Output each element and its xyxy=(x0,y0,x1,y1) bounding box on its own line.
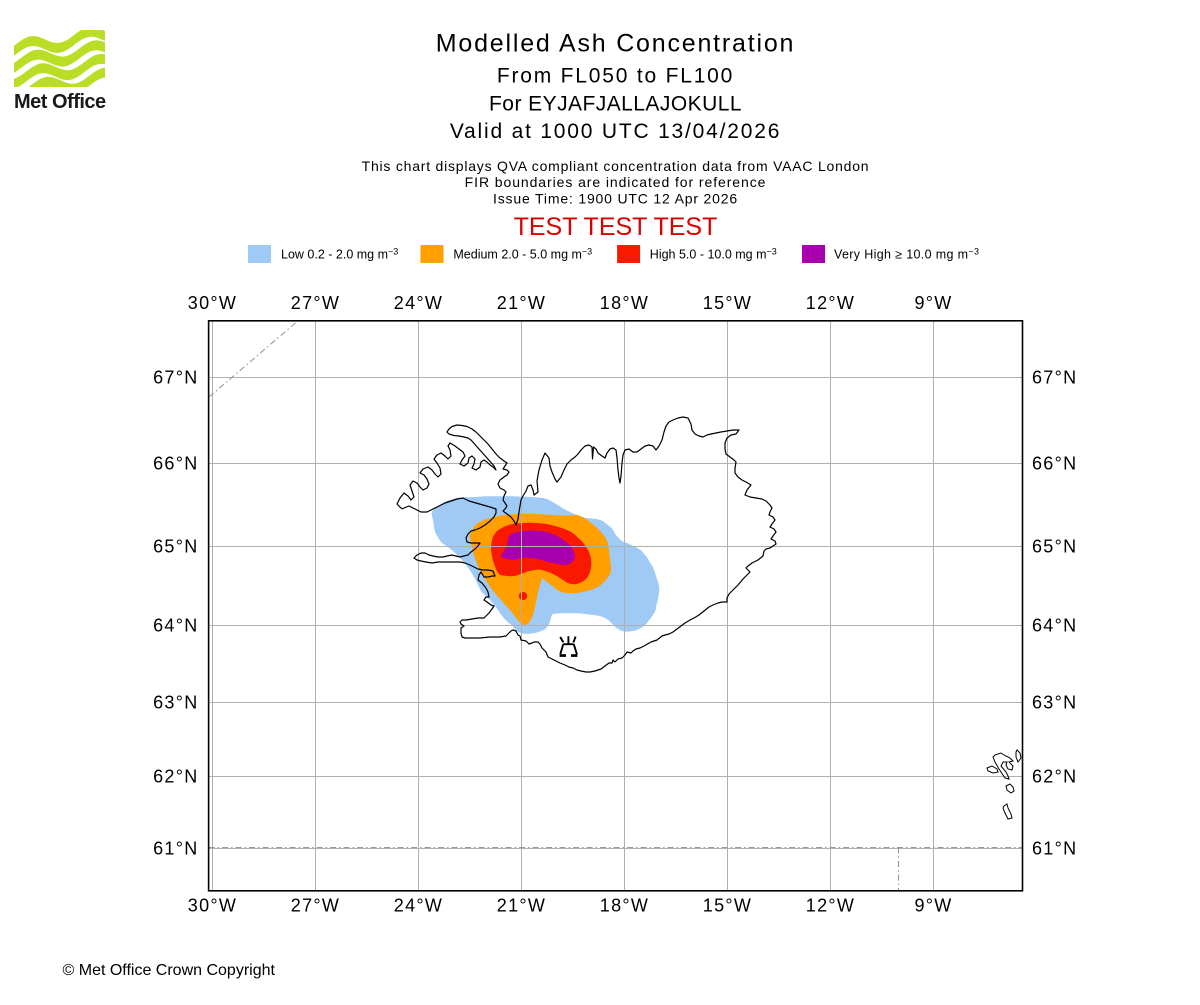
svg-text:30°W: 30°W xyxy=(188,896,237,916)
svg-text:12°W: 12°W xyxy=(806,293,855,313)
svg-text:Low 0.2 - 2.0 mg m−3: Low 0.2 - 2.0 mg m−3 xyxy=(281,247,398,262)
svg-text:63°N: 63°N xyxy=(1032,693,1077,713)
svg-text:15°W: 15°W xyxy=(703,293,752,313)
svg-text:21°W: 21°W xyxy=(497,293,546,313)
svg-text:63°N: 63°N xyxy=(153,693,198,713)
svg-text:Met Office: Met Office xyxy=(14,91,106,113)
svg-text:TEST TEST TEST: TEST TEST TEST xyxy=(514,213,718,241)
svg-text:18°W: 18°W xyxy=(600,293,649,313)
svg-text:This chart displays QVA compli: This chart displays QVA compliant concen… xyxy=(362,158,870,174)
svg-text:67°N: 67°N xyxy=(153,368,198,388)
svg-text:67°N: 67°N xyxy=(1032,368,1077,388)
svg-text:© Met Office Crown Copyright: © Met Office Crown Copyright xyxy=(63,962,276,979)
svg-text:12°W: 12°W xyxy=(806,896,855,916)
svg-text:65°N: 65°N xyxy=(1032,537,1077,557)
svg-text:21°W: 21°W xyxy=(497,896,546,916)
svg-text:65°N: 65°N xyxy=(153,537,198,557)
svg-text:High 5.0 - 10.0 mg m−3: High 5.0 - 10.0 mg m−3 xyxy=(650,247,777,262)
svg-text:9°W: 9°W xyxy=(914,896,952,916)
svg-text:18°W: 18°W xyxy=(600,896,649,916)
svg-text:27°W: 27°W xyxy=(291,293,340,313)
svg-text:61°N: 61°N xyxy=(153,839,198,859)
svg-text:62°N: 62°N xyxy=(153,767,198,787)
svg-text:Issue Time: 1900 UTC 12 Apr 20: Issue Time: 1900 UTC 12 Apr 2026 xyxy=(493,191,738,207)
svg-text:27°W: 27°W xyxy=(291,896,340,916)
svg-text:15°W: 15°W xyxy=(703,896,752,916)
svg-text:Very High ≥ 10.0 mg m−3: Very High ≥ 10.0 mg m−3 xyxy=(834,247,979,262)
svg-text:24°W: 24°W xyxy=(394,293,443,313)
svg-text:FIR boundaries are indicated f: FIR boundaries are indicated for referen… xyxy=(465,174,767,190)
svg-text:66°N: 66°N xyxy=(153,454,198,474)
svg-text:Medium 2.0 - 5.0 mg m−3: Medium 2.0 - 5.0 mg m−3 xyxy=(453,247,592,262)
svg-text:Modelled Ash Concentration: Modelled Ash Concentration xyxy=(436,30,796,58)
svg-text:Valid at 1000 UTC 13/04/2026: Valid at 1000 UTC 13/04/2026 xyxy=(450,120,781,143)
svg-text:61°N: 61°N xyxy=(1032,839,1077,859)
svg-text:For EYJAFJALLAJOKULL: For EYJAFJALLAJOKULL xyxy=(489,93,742,116)
svg-text:64°N: 64°N xyxy=(153,616,198,636)
svg-text:24°W: 24°W xyxy=(394,896,443,916)
svg-text:30°W: 30°W xyxy=(188,293,237,313)
svg-text:From FL050 to FL100: From FL050 to FL100 xyxy=(497,65,734,88)
svg-text:9°W: 9°W xyxy=(914,293,952,313)
svg-text:66°N: 66°N xyxy=(1032,454,1077,474)
svg-text:62°N: 62°N xyxy=(1032,767,1077,787)
svg-text:64°N: 64°N xyxy=(1032,616,1077,636)
